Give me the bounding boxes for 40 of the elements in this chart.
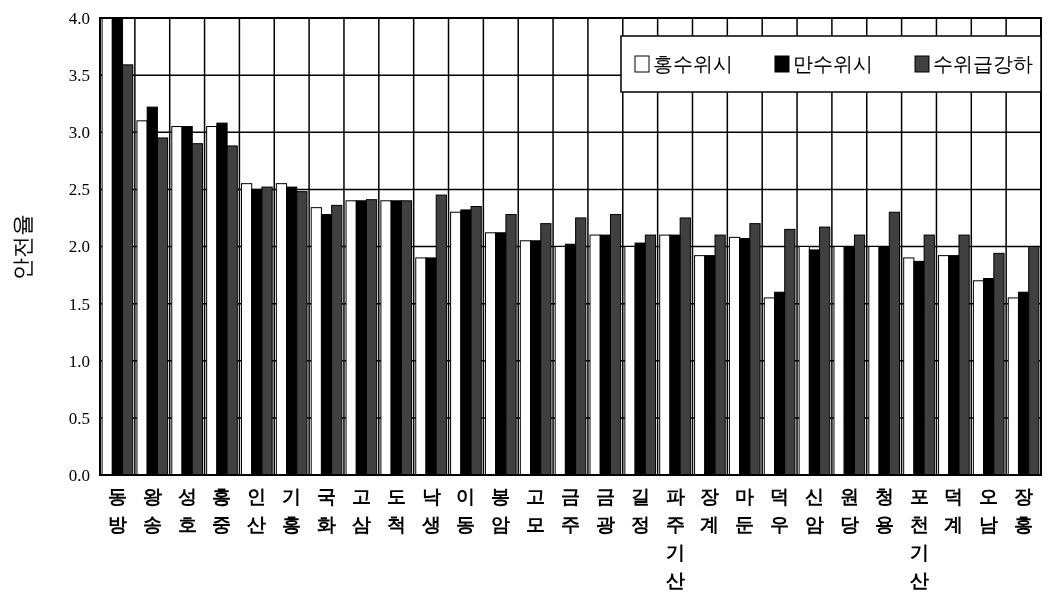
- x-tick-label: 기홍: [282, 485, 302, 535]
- x-tick-label: 국화: [317, 485, 337, 535]
- x-tick-label: 이동: [456, 485, 476, 535]
- legend-label: 수위급강하: [933, 52, 1033, 76]
- x-tick-label: 금주: [561, 485, 580, 535]
- y-tick-label: 0.5: [68, 408, 90, 428]
- x-tick-label: 덕계: [944, 485, 964, 535]
- x-tick-label: 덕우: [770, 485, 790, 535]
- x-tick-label: 성호: [177, 485, 197, 535]
- y-tick-label: 1.0: [68, 351, 90, 371]
- x-tick-label: 장홍: [1014, 485, 1034, 535]
- x-tick-label: 도척: [386, 485, 406, 535]
- x-tick-label: 마둔: [735, 485, 755, 535]
- x-tick-label: 왕송: [142, 485, 162, 535]
- x-tick-label: 길정: [630, 485, 650, 535]
- y-tick-label: 0.0: [68, 465, 90, 485]
- legend-label: 만수위시: [793, 52, 873, 76]
- x-tick-label: 신암: [804, 485, 824, 535]
- y-tick-label: 4.0: [68, 8, 90, 28]
- x-tick-label: 동방: [107, 485, 127, 535]
- x-tick-label: 홍중: [212, 485, 232, 535]
- x-tick-label: 청용: [874, 485, 894, 535]
- x-tick-label: 고모: [526, 485, 546, 535]
- legend-label: 홍수위시: [653, 52, 733, 76]
- x-tick-label: 고삼: [351, 485, 371, 535]
- x-tick-label: 낙생: [420, 485, 441, 535]
- y-tick-label: 2.0: [68, 237, 90, 257]
- y-axis-title: 안전율: [10, 213, 35, 280]
- x-tick-label: 금광: [595, 485, 615, 535]
- y-tick-label: 3.5: [68, 66, 90, 86]
- y-tick-label: 2.5: [68, 180, 90, 200]
- y-tick-label: 1.5: [68, 294, 90, 314]
- x-tick-label: 파주기산: [665, 485, 685, 591]
- x-tick-label: 인산: [247, 485, 267, 535]
- y-tick-label: 3.0: [68, 123, 90, 143]
- x-tick-label: 포천기산: [909, 485, 929, 591]
- x-tick-label: 원당: [839, 485, 859, 535]
- x-tick-label: 오남: [979, 485, 999, 535]
- x-tick-label: 장계: [700, 485, 720, 535]
- x-tick-label: 봉암: [491, 485, 511, 535]
